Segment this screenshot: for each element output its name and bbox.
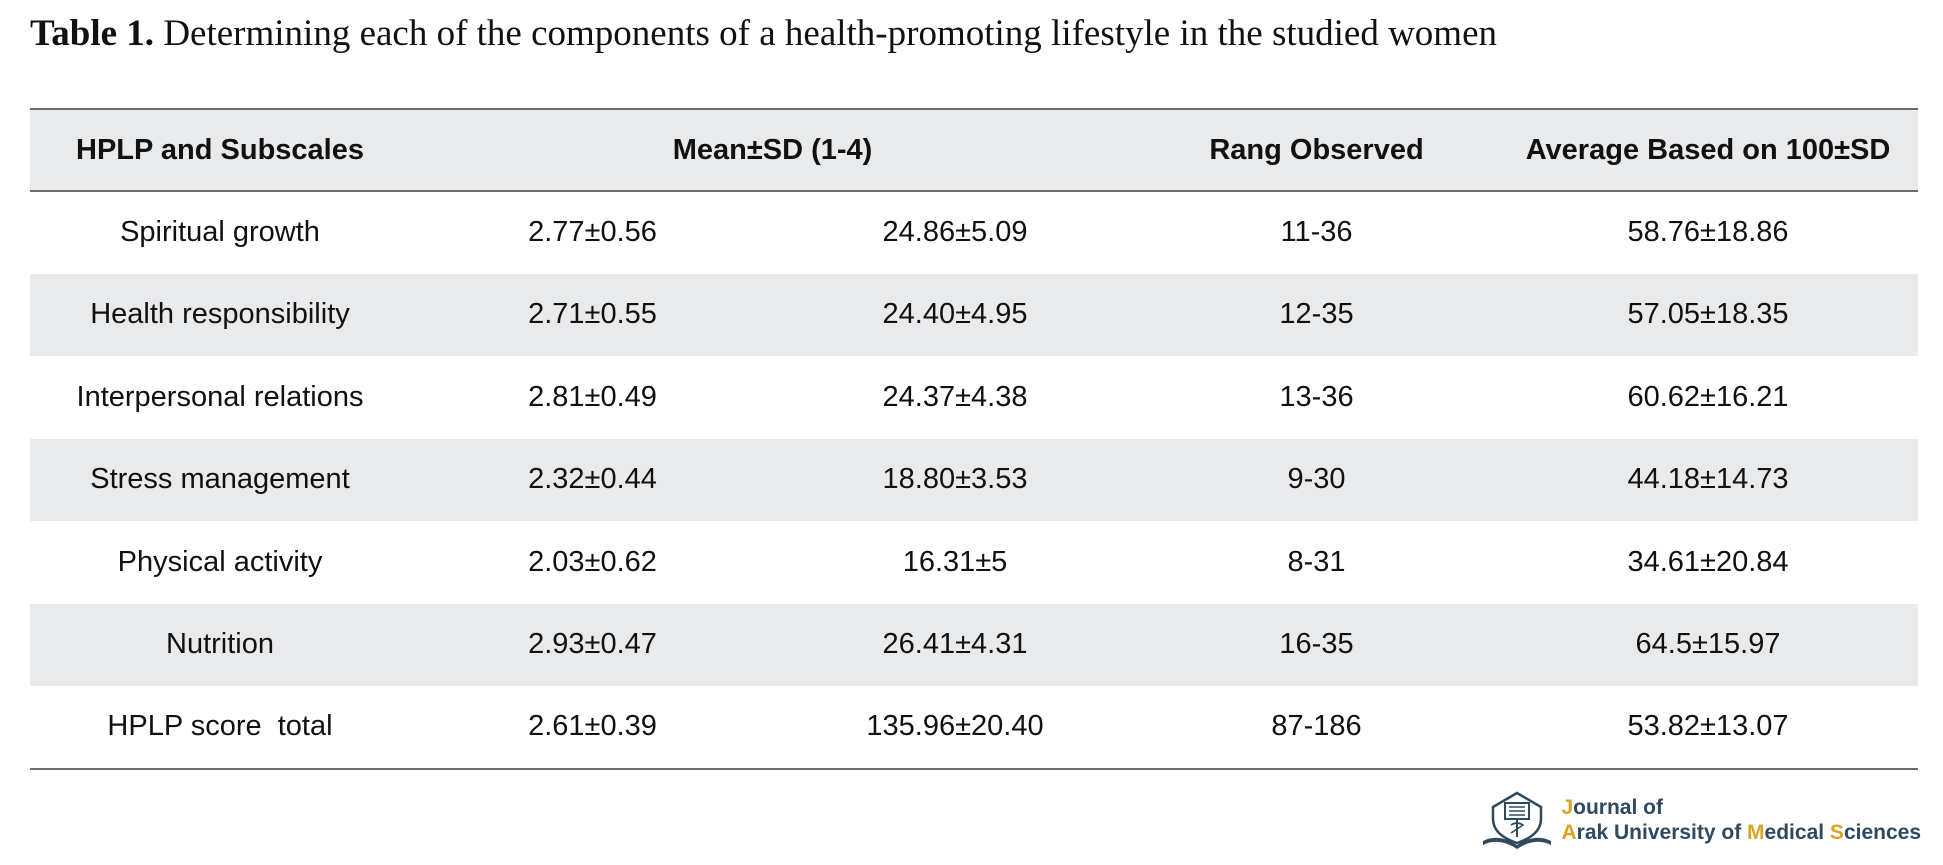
cell-mean-sd-scaled: 2.03±0.62 <box>528 545 657 578</box>
table-caption-text: Determining each of the components of a … <box>163 13 1498 54</box>
cell-average-100: 53.82±13.07 <box>1627 710 1789 743</box>
cell-range: 16-35 <box>1279 628 1354 661</box>
cell-mean-sd-raw: 18.80±3.53 <box>882 463 1028 496</box>
cell-subscale: Nutrition <box>166 628 274 661</box>
cell-average-100: 34.61±20.84 <box>1627 545 1789 578</box>
journal-logo: Journal of Arak University of Medical Sc… <box>1479 789 1921 851</box>
cell-subscale: Interpersonal relations <box>76 380 364 413</box>
table-header-row: HPLP and Subscales Mean±SD (1-4) Rang Ob… <box>30 109 1918 191</box>
cell-mean-sd-scaled: 2.71±0.55 <box>528 298 657 331</box>
table-row: Physical activity 2.03±0.62 16.31±5 8-31… <box>30 521 1918 604</box>
cell-subscale: HPLP score total <box>107 710 333 743</box>
table-row: Stress management 2.32±0.44 18.80±3.53 9… <box>30 438 1918 521</box>
table-caption-label: Table 1. <box>30 13 155 54</box>
cell-range: 9-30 <box>1287 463 1346 496</box>
table-row: Health responsibility 2.71±0.55 24.40±4.… <box>30 273 1918 356</box>
cell-range: 11-36 <box>1280 216 1353 249</box>
cell-subscale: Stress management <box>90 463 350 496</box>
table-row: Spiritual growth 2.77±0.56 24.86±5.09 11… <box>30 191 1918 274</box>
cell-subscale: Spiritual growth <box>120 216 320 249</box>
cell-mean-sd-scaled: 2.61±0.39 <box>528 710 657 743</box>
cell-mean-sd-scaled: 2.77±0.56 <box>528 216 657 249</box>
hplp-table: HPLP and Subscales Mean±SD (1-4) Rang Ob… <box>30 108 1918 770</box>
header-mean-sd: Mean±SD (1-4) <box>672 133 873 166</box>
cell-mean-sd-scaled: 2.32±0.44 <box>528 463 657 496</box>
cell-subscale: Health responsibility <box>90 298 350 331</box>
table-row: HPLP score total 2.61±0.39 135.96±20.40 … <box>30 686 1918 769</box>
cell-average-100: 58.76±18.86 <box>1627 216 1789 249</box>
table-caption: Table 1. Determining each of the compone… <box>30 12 1497 55</box>
cell-mean-sd-raw: 16.31±5 <box>902 545 1008 578</box>
cell-average-100: 60.62±16.21 <box>1627 380 1789 413</box>
header-range-observed: Rang Observed <box>1209 133 1424 166</box>
journal-emblem-icon <box>1483 791 1552 849</box>
journal-logo-line1: Journal of <box>1561 796 1663 819</box>
cell-mean-sd-scaled: 2.81±0.49 <box>528 380 657 413</box>
cell-range: 12-35 <box>1279 298 1354 331</box>
journal-logo-text: Journal of Arak University of Medical Sc… <box>1561 795 1921 845</box>
cell-average-100: 64.5±15.97 <box>1635 628 1781 661</box>
cell-average-100: 57.05±18.35 <box>1627 298 1789 331</box>
cell-range: 8-31 <box>1287 545 1346 578</box>
cell-mean-sd-raw: 24.37±4.38 <box>882 380 1028 413</box>
cell-mean-sd-raw: 24.86±5.09 <box>882 216 1028 249</box>
cell-range: 13-36 <box>1279 380 1354 413</box>
cell-mean-sd-raw: 135.96±20.40 <box>866 710 1044 743</box>
cell-mean-sd-raw: 24.40±4.95 <box>882 298 1028 331</box>
cell-subscale: Physical activity <box>117 545 323 578</box>
table-row: Interpersonal relations 2.81±0.49 24.37±… <box>30 356 1918 439</box>
header-subscales: HPLP and Subscales <box>76 133 364 166</box>
cell-mean-sd-raw: 26.41±4.31 <box>882 628 1028 661</box>
cell-mean-sd-scaled: 2.93±0.47 <box>528 628 657 661</box>
header-average-100: Average Based on 100±SD <box>1525 133 1891 166</box>
cell-range: 87-186 <box>1271 710 1362 743</box>
journal-logo-line2: Arak University of Medical Sciences <box>1561 821 1921 844</box>
cell-average-100: 44.18±14.73 <box>1627 463 1789 496</box>
table-row: Nutrition 2.93±0.47 26.41±4.31 16-35 64.… <box>30 603 1918 686</box>
